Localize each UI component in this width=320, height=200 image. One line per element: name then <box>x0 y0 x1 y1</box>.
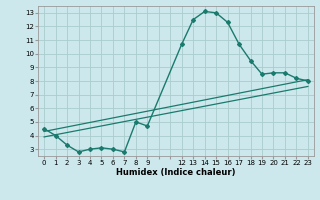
X-axis label: Humidex (Indice chaleur): Humidex (Indice chaleur) <box>116 168 236 177</box>
